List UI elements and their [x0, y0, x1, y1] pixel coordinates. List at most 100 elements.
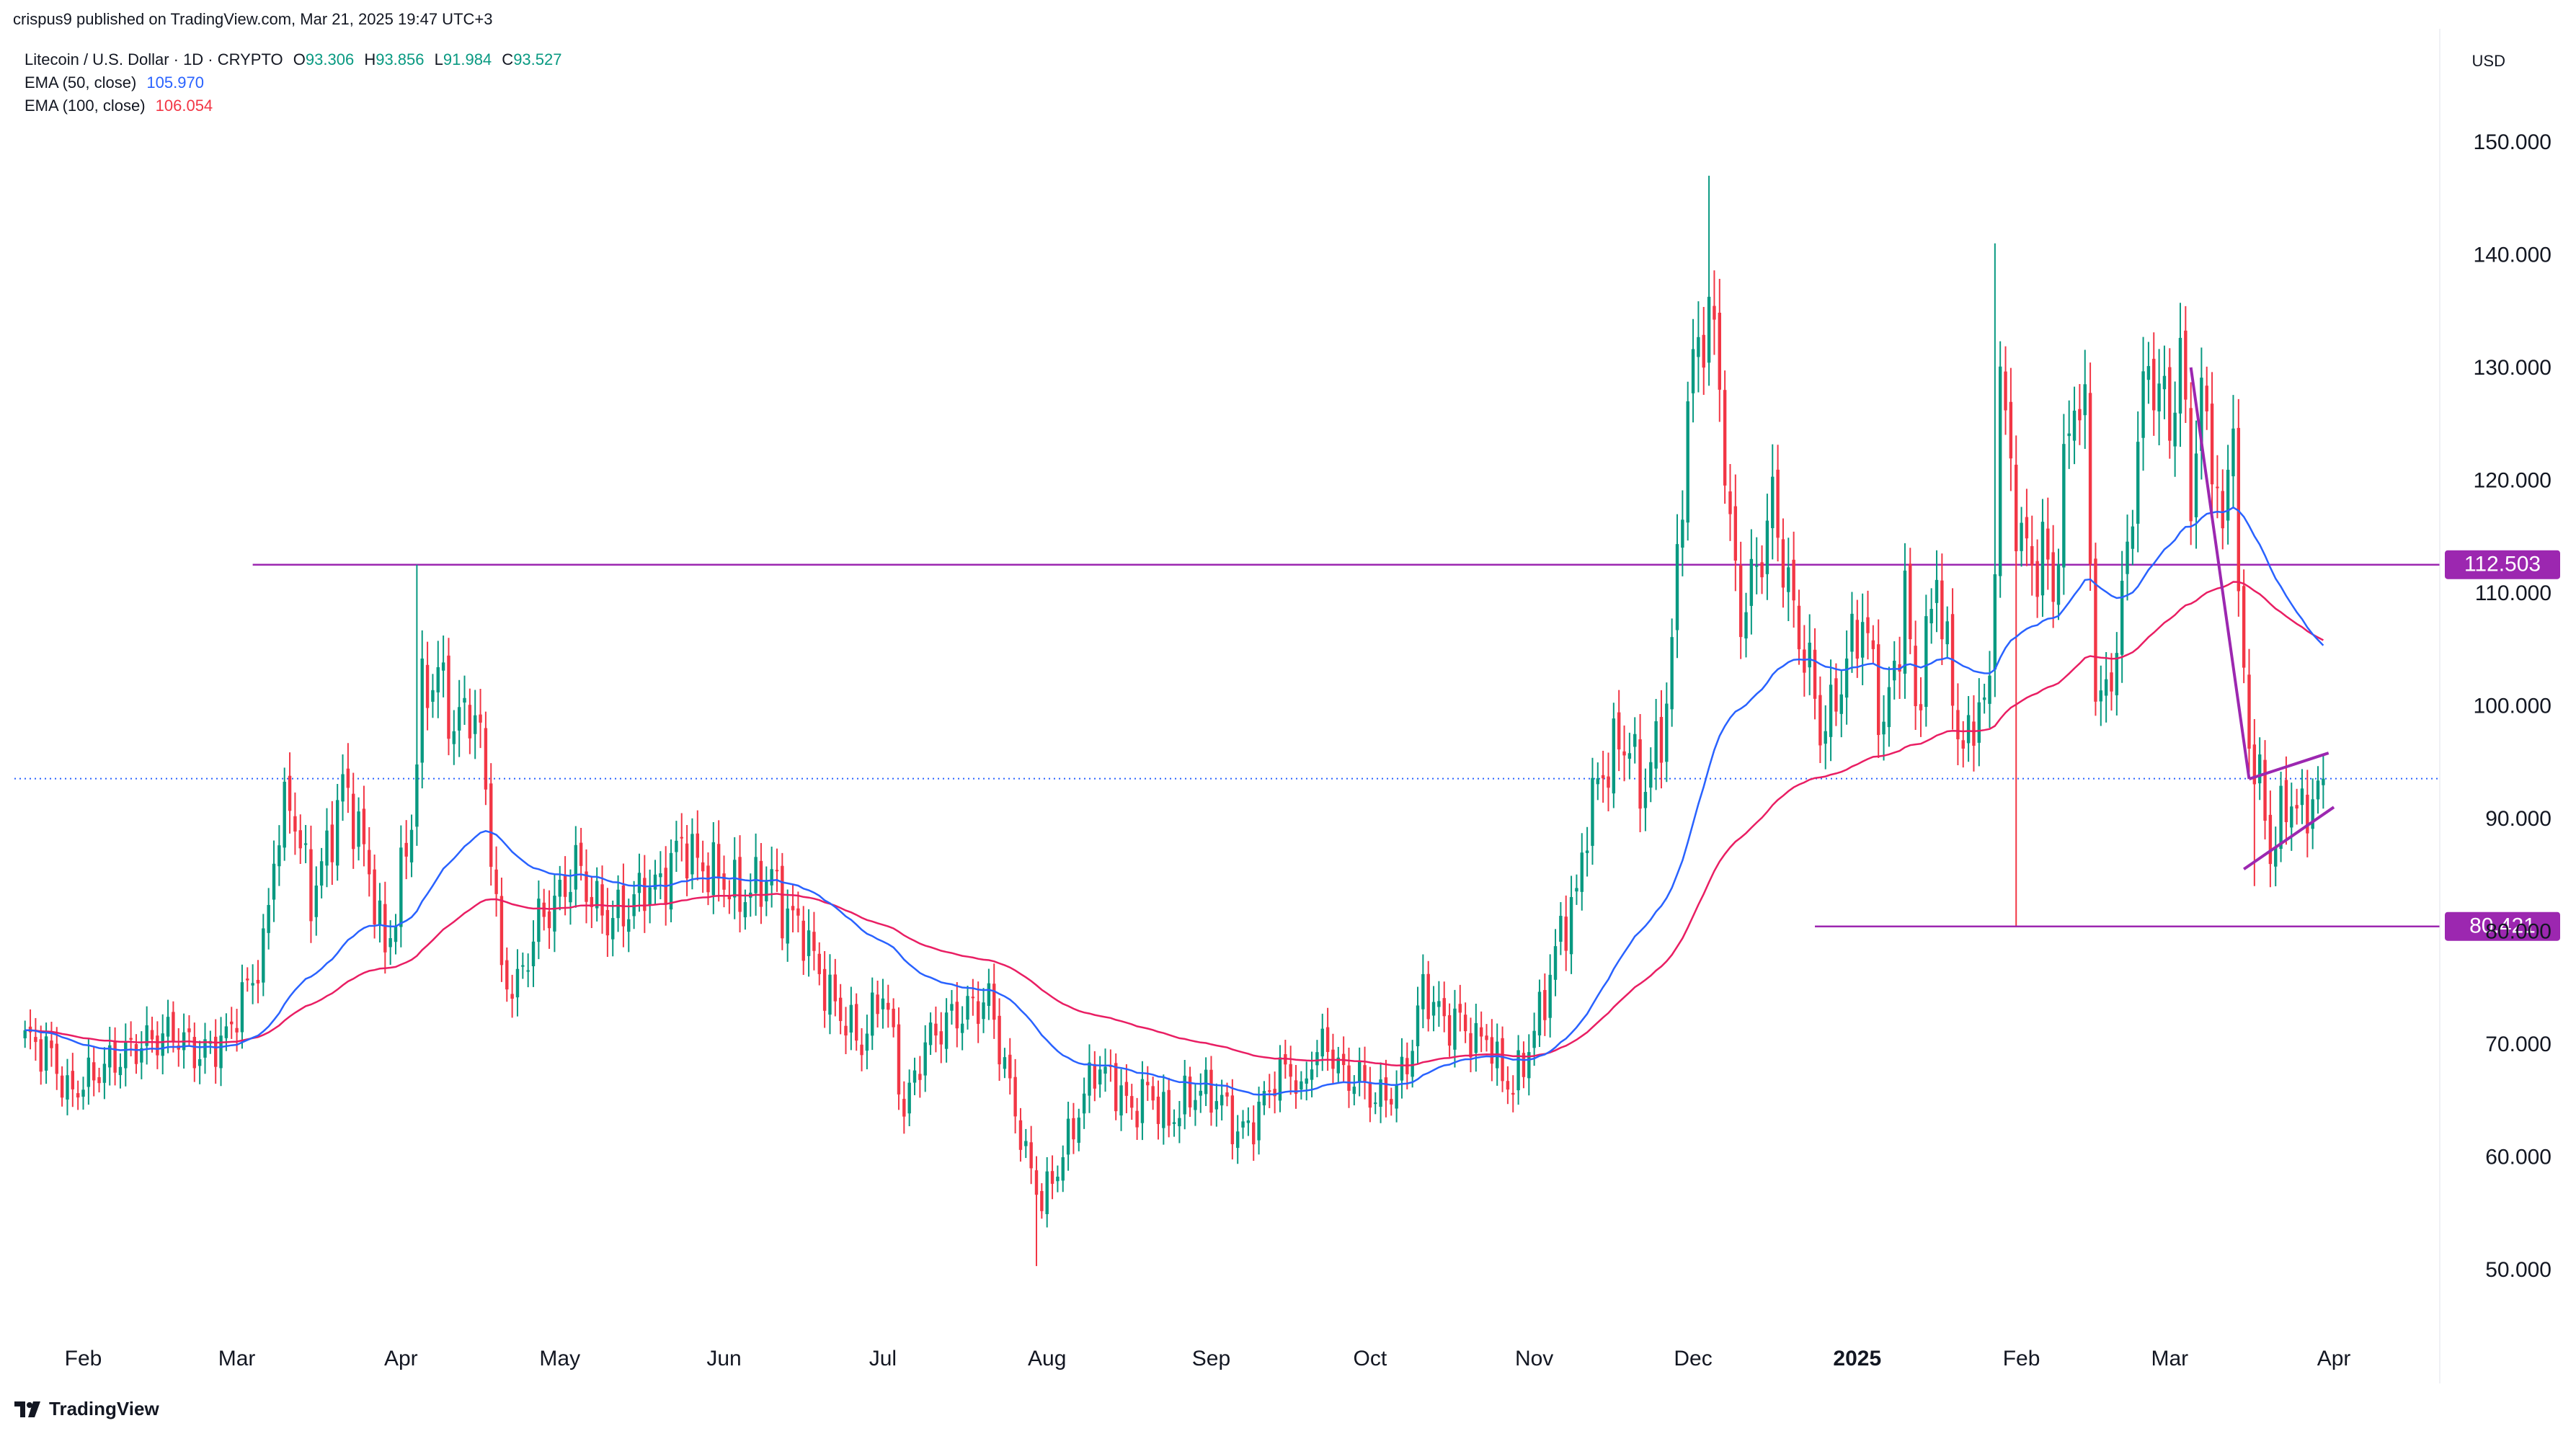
- candle-body[interactable]: [303, 843, 308, 845]
- candle-body[interactable]: [66, 1075, 69, 1100]
- candle-body[interactable]: [1627, 753, 1632, 759]
- candle-body[interactable]: [2205, 385, 2208, 411]
- candle-body[interactable]: [521, 965, 525, 967]
- candle-body[interactable]: [2184, 330, 2188, 400]
- pattern-trendline[interactable]: [2189, 367, 2251, 780]
- candle-body[interactable]: [463, 697, 466, 703]
- candle-body[interactable]: [1988, 675, 1991, 704]
- candle-body[interactable]: [611, 918, 615, 940]
- candle-body[interactable]: [71, 1071, 75, 1089]
- candle-body[interactable]: [2120, 581, 2124, 655]
- candle-body[interactable]: [1077, 1118, 1080, 1144]
- candle-body[interactable]: [1601, 775, 1605, 779]
- candle-body[interactable]: [441, 662, 445, 671]
- candle-body[interactable]: [1993, 574, 1997, 670]
- candle-body[interactable]: [1728, 491, 1732, 514]
- candle-body[interactable]: [1866, 617, 1870, 633]
- candle-body[interactable]: [1252, 1122, 1256, 1145]
- candle-body[interactable]: [76, 1093, 80, 1098]
- candle-body[interactable]: [1787, 567, 1790, 592]
- candle-body[interactable]: [1411, 1051, 1414, 1077]
- candle-body[interactable]: [1569, 896, 1573, 955]
- candle-body[interactable]: [1776, 469, 1780, 538]
- candle-body[interactable]: [892, 1008, 895, 1027]
- candle-body[interactable]: [2322, 778, 2325, 785]
- candle-body[interactable]: [558, 879, 561, 897]
- candle-body[interactable]: [1612, 718, 1616, 794]
- candle-body[interactable]: [1447, 1015, 1452, 1046]
- candle-body[interactable]: [262, 928, 265, 983]
- candle-body[interactable]: [796, 908, 800, 916]
- candle-body[interactable]: [1114, 1063, 1118, 1112]
- candle-body[interactable]: [256, 979, 260, 984]
- candle-body[interactable]: [2284, 780, 2288, 823]
- candle-body[interactable]: [288, 775, 292, 811]
- candle-body[interactable]: [939, 1031, 943, 1045]
- candle-body[interactable]: [637, 873, 641, 893]
- candle-body[interactable]: [934, 1023, 938, 1036]
- candle-body[interactable]: [1771, 476, 1775, 529]
- candle-body[interactable]: [1824, 731, 1827, 744]
- candle-body[interactable]: [1241, 1121, 1245, 1128]
- candle-body[interactable]: [2015, 464, 2018, 552]
- candle-body[interactable]: [2300, 788, 2304, 806]
- candle-body[interactable]: [1665, 703, 1669, 762]
- candle-body[interactable]: [1098, 1069, 1102, 1085]
- candle-body[interactable]: [1617, 712, 1621, 750]
- candle-body[interactable]: [1564, 917, 1568, 951]
- candle-body[interactable]: [1797, 605, 1801, 650]
- candle-body[interactable]: [801, 920, 805, 961]
- candle-body[interactable]: [2072, 410, 2077, 441]
- candle-body[interactable]: [1453, 1008, 1457, 1050]
- candle-body[interactable]: [1469, 1033, 1473, 1058]
- candle-body[interactable]: [1325, 1027, 1330, 1052]
- candle-body[interactable]: [86, 1057, 91, 1087]
- candle-body[interactable]: [1151, 1086, 1155, 1101]
- candle-body[interactable]: [1844, 658, 1849, 698]
- pattern-trendline[interactable]: [2243, 806, 2335, 870]
- candle-body[interactable]: [887, 1002, 890, 1010]
- candle-body[interactable]: [590, 896, 594, 907]
- candle-body[interactable]: [2067, 433, 2071, 437]
- ema50-legend[interactable]: EMA (50, close) 105.970: [25, 73, 204, 92]
- candle-body[interactable]: [1527, 1052, 1531, 1079]
- candle-body[interactable]: [765, 881, 768, 901]
- candle-body[interactable]: [1167, 1089, 1171, 1126]
- candle-body[interactable]: [1103, 1066, 1107, 1074]
- candle-body[interactable]: [2231, 428, 2235, 476]
- candle-body[interactable]: [553, 896, 556, 932]
- candle-body[interactable]: [781, 865, 784, 939]
- candle-body[interactable]: [1140, 1079, 1145, 1123]
- candle-body[interactable]: [373, 869, 376, 925]
- candle-body[interactable]: [992, 984, 996, 1020]
- candle-body[interactable]: [1638, 739, 1642, 809]
- candle-body[interactable]: [960, 1023, 964, 1033]
- candle-body[interactable]: [145, 1025, 148, 1046]
- candle-body[interactable]: [1580, 852, 1584, 892]
- candle-body[interactable]: [2173, 412, 2177, 447]
- candle-body[interactable]: [531, 941, 536, 966]
- candle-body[interactable]: [246, 978, 249, 981]
- candle-body[interactable]: [1056, 1177, 1060, 1182]
- candle-body[interactable]: [1765, 520, 1769, 574]
- candle-body[interactable]: [1024, 1141, 1028, 1146]
- candle-body[interactable]: [1860, 622, 1865, 658]
- candle-body[interactable]: [1146, 1082, 1150, 1086]
- candle-body[interactable]: [187, 1028, 191, 1033]
- candle-body[interactable]: [1479, 1027, 1483, 1037]
- pattern-trendline[interactable]: [2248, 752, 2329, 780]
- candle-body[interactable]: [325, 830, 329, 866]
- candle-body[interactable]: [871, 992, 874, 1036]
- candle-body[interactable]: [1686, 401, 1689, 523]
- candle-body[interactable]: [632, 894, 636, 917]
- candle-body[interactable]: [1352, 1087, 1356, 1095]
- candle-body[interactable]: [2200, 378, 2203, 451]
- candle-body[interactable]: [2226, 469, 2230, 521]
- candle-body[interactable]: [102, 1064, 107, 1083]
- candle-body[interactable]: [479, 714, 482, 723]
- candle-body[interactable]: [1713, 306, 1716, 320]
- candle-body[interactable]: [1289, 1064, 1292, 1077]
- candle-body[interactable]: [966, 996, 969, 1020]
- candle-body[interactable]: [1421, 973, 1425, 1009]
- candle-body[interactable]: [2056, 564, 2061, 605]
